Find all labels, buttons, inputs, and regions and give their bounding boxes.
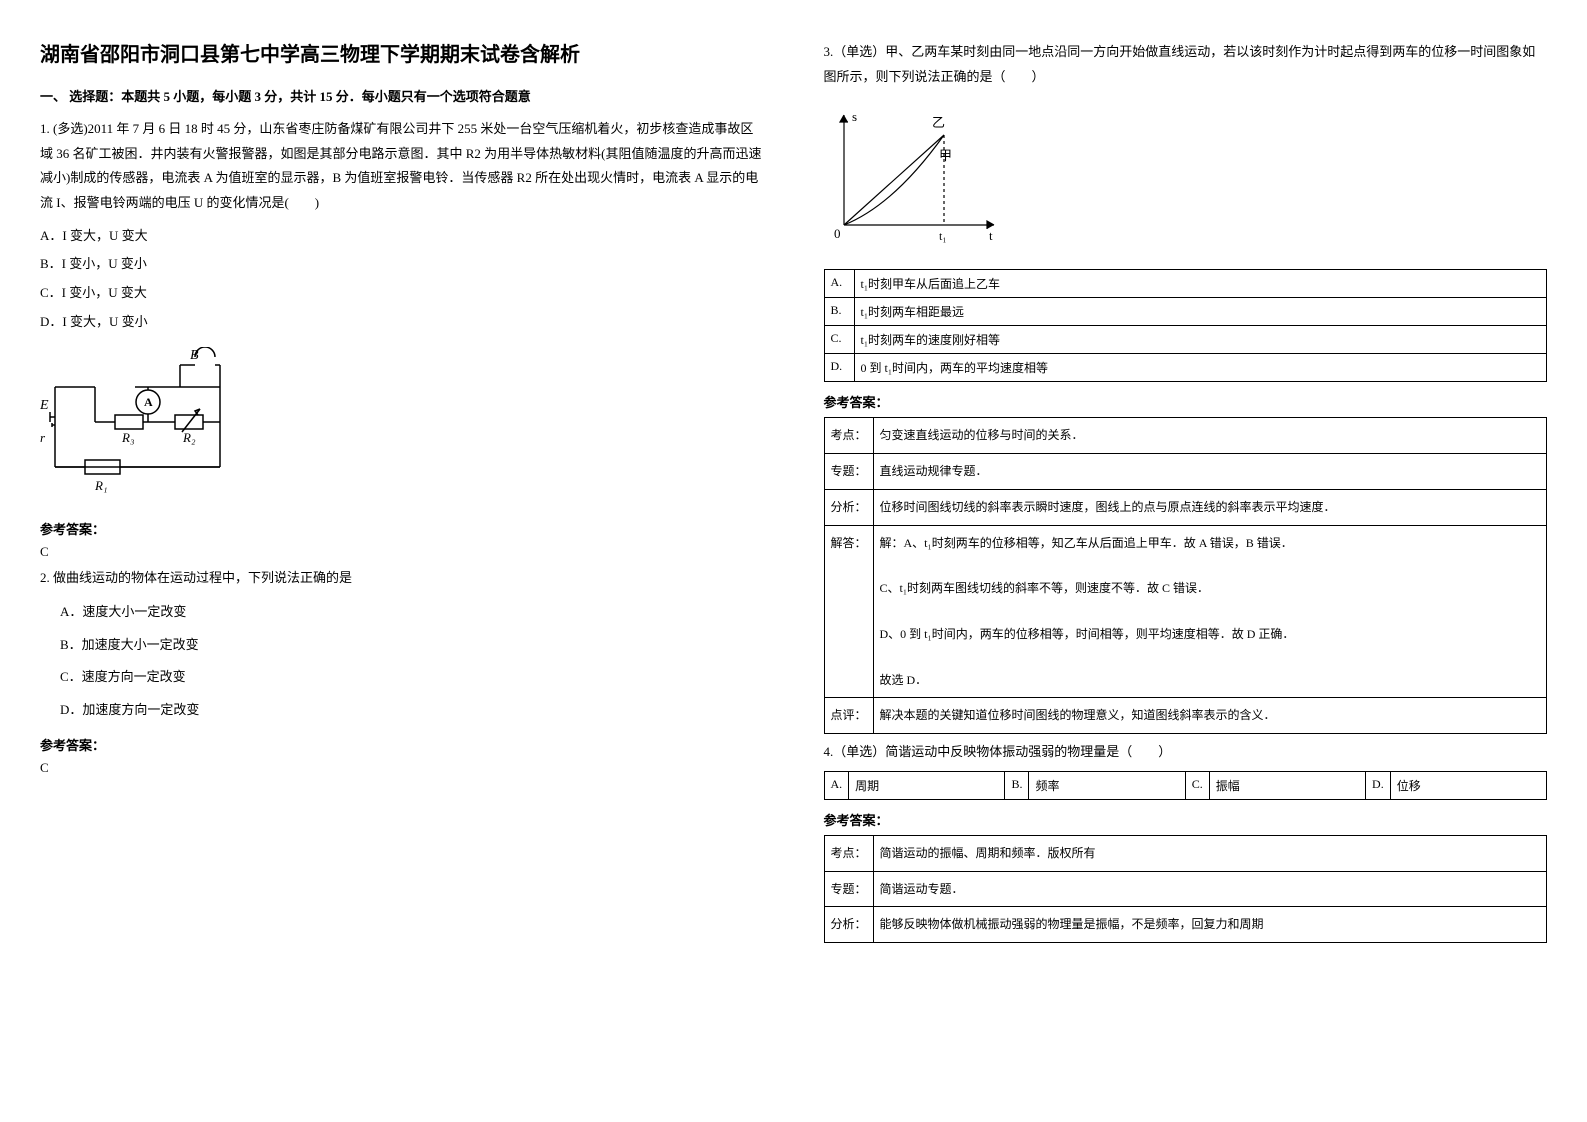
option-value: 振幅	[1209, 771, 1365, 799]
tick-t1: t₁	[939, 229, 947, 243]
analysis-row: 分析：位移时间图线切线的斜率表示瞬时速度，图线上的点与原点连线的斜率表示平均速度…	[824, 489, 1547, 525]
q2-opt-b: B．加速度大小一定改变	[60, 631, 764, 660]
analysis-key: 解答：	[824, 525, 873, 698]
label-R3: R₃	[121, 430, 134, 445]
q2-answer-label: 参考答案：	[40, 735, 764, 754]
q1-opt-b: B．I 变小，U 变小	[40, 252, 764, 277]
q4-text: 4.（单选）简谐运动中反映物体振动强弱的物理量是（ ）	[824, 740, 1548, 765]
option-value: 0 到 t₁时间内，两车的平均速度相等	[854, 354, 1547, 382]
page-title: 湖南省邵阳市洞口县第七中学高三物理下学期期末试卷含解析	[40, 40, 764, 70]
option-value: t₁时刻甲车从后面追上乙车	[854, 270, 1547, 298]
q1-opt-d: D．I 变大，U 变小	[40, 310, 764, 335]
label-E: E	[40, 398, 49, 413]
option-value: 位移	[1390, 771, 1546, 799]
analysis-value: 匀变速直线运动的位移与时间的关系．	[873, 418, 1546, 454]
q2-text: 2. 做曲线运动的物体在运动过程中，下列说法正确的是	[40, 566, 764, 591]
q3-option-row: A.t₁时刻甲车从后面追上乙车	[824, 270, 1547, 298]
analysis-key: 分析：	[824, 907, 873, 943]
option-value: t₁时刻两车相距最远	[854, 298, 1547, 326]
origin: 0	[834, 226, 841, 241]
analysis-key: 点评：	[824, 698, 873, 734]
q4-analysis-table: 考点：简谐运动的振幅、周期和频率．版权所有专题：简谐运动专题．分析：能够反映物体…	[824, 835, 1548, 943]
label-r: r	[40, 430, 46, 445]
q2-answer: C	[40, 760, 764, 776]
q4-options-table: A.周期B.频率C.振幅D.位移	[824, 771, 1548, 800]
section-heading: 一、 选择题：本题共 5 小题，每小题 3 分，共计 15 分．每小题只有一个选…	[40, 86, 764, 105]
analysis-row: 考点：匀变速直线运动的位移与时间的关系．	[824, 418, 1547, 454]
option-key: D.	[824, 354, 854, 382]
analysis-value: 简谐运动专题．	[873, 871, 1546, 907]
analysis-value: 位移时间图线切线的斜率表示瞬时速度，图线上的点与原点连线的斜率表示平均速度．	[873, 489, 1546, 525]
option-value: t₁时刻两车的速度刚好相等	[854, 326, 1547, 354]
q3-analysis-table: 考点：匀变速直线运动的位移与时间的关系．专题：直线运动规律专题．分析：位移时间图…	[824, 417, 1548, 734]
q3-option-row: B.t₁时刻两车相距最远	[824, 298, 1547, 326]
analysis-key: 分析：	[824, 489, 873, 525]
q1-opt-c: C．I 变小，U 变大	[40, 281, 764, 306]
left-column: 湖南省邵阳市洞口县第七中学高三物理下学期期末试卷含解析 一、 选择题：本题共 5…	[40, 40, 764, 949]
q1-answer-label: 参考答案：	[40, 519, 764, 538]
analysis-key: 考点：	[824, 418, 873, 454]
analysis-row: 专题：直线运动规律专题．	[824, 454, 1547, 490]
label-jia: 甲	[939, 148, 952, 163]
q3-answer-label: 参考答案：	[824, 392, 1548, 411]
analysis-key: 专题：	[824, 871, 873, 907]
q3-option-row: C.t₁时刻两车的速度刚好相等	[824, 326, 1547, 354]
q3-options-table: A.t₁时刻甲车从后面追上乙车B.t₁时刻两车相距最远C.t₁时刻两车的速度刚好…	[824, 269, 1548, 382]
axis-t: t	[989, 228, 993, 243]
q1-text: 1. (多选)2011 年 7 月 6 日 18 时 45 分，山东省枣庄防备煤…	[40, 117, 764, 216]
option-key: A.	[824, 771, 849, 799]
option-key: D.	[1366, 771, 1391, 799]
q3-option-row: D.0 到 t₁时间内，两车的平均速度相等	[824, 354, 1547, 382]
analysis-value: 直线运动规律专题．	[873, 454, 1546, 490]
option-key: C.	[824, 326, 854, 354]
option-value: 频率	[1029, 771, 1185, 799]
label-R1: R₁	[94, 478, 107, 493]
label-R2: R₂	[182, 430, 196, 445]
q2-opt-a: A．速度大小一定改变	[60, 598, 764, 627]
q1-answer: C	[40, 544, 764, 560]
q2-opt-c: C．速度方向一定改变	[60, 663, 764, 692]
analysis-key: 专题：	[824, 454, 873, 490]
analysis-row: 专题：简谐运动专题．	[824, 871, 1547, 907]
label-yi: 乙	[932, 115, 945, 130]
analysis-value: 解：A、t₁时刻两车的位移相等，知乙车从后面追上甲车．故 A 错误，B 错误． …	[873, 525, 1546, 698]
analysis-row: 点评：解决本题的关键知道位移时间图线的物理意义，知道图线斜率表示的含义．	[824, 698, 1547, 734]
analysis-value: 简谐运动的振幅、周期和频率．版权所有	[873, 835, 1546, 871]
analysis-row: 分析：能够反映物体做机械振动强弱的物理量是振幅，不是频率，回复力和周期	[824, 907, 1547, 943]
q4-answer-label: 参考答案：	[824, 810, 1548, 829]
q4-option-row: A.周期B.频率C.振幅D.位移	[824, 771, 1547, 799]
q3-options-body: A.t₁时刻甲车从后面追上乙车B.t₁时刻两车相距最远C.t₁时刻两车的速度刚好…	[824, 270, 1547, 382]
option-key: A.	[824, 270, 854, 298]
label-B: B	[190, 348, 199, 363]
analysis-key: 考点：	[824, 835, 873, 871]
option-key: B.	[1005, 771, 1029, 799]
right-column: 3.（单选）甲、乙两车某时刻由同一地点沿同一方向开始做直线运动，若以该时刻作为计…	[824, 40, 1548, 949]
q2-opt-d: D．加速度方向一定改变	[60, 696, 764, 725]
option-key: C.	[1185, 771, 1209, 799]
q3-text: 3.（单选）甲、乙两车某时刻由同一地点沿同一方向开始做直线运动，若以该时刻作为计…	[824, 40, 1548, 89]
circuit-diagram: B A E r R₃ R₂ R₁	[40, 347, 230, 497]
analysis-value: 解决本题的关键知道位移时间图线的物理意义，知道图线斜率表示的含义．	[873, 698, 1546, 734]
option-key: B.	[824, 298, 854, 326]
analysis-value: 能够反映物体做机械振动强弱的物理量是振幅，不是频率，回复力和周期	[873, 907, 1546, 943]
q3-graph: s t t₁ 0 乙 甲	[824, 105, 1004, 245]
analysis-row: 解答：解：A、t₁时刻两车的位移相等，知乙车从后面追上甲车．故 A 错误，B 错…	[824, 525, 1547, 698]
option-value: 周期	[849, 771, 1005, 799]
analysis-row: 考点：简谐运动的振幅、周期和频率．版权所有	[824, 835, 1547, 871]
label-A: A	[144, 395, 153, 409]
q1-opt-a: A．I 变大，U 变大	[40, 224, 764, 249]
axis-s: s	[852, 109, 857, 124]
